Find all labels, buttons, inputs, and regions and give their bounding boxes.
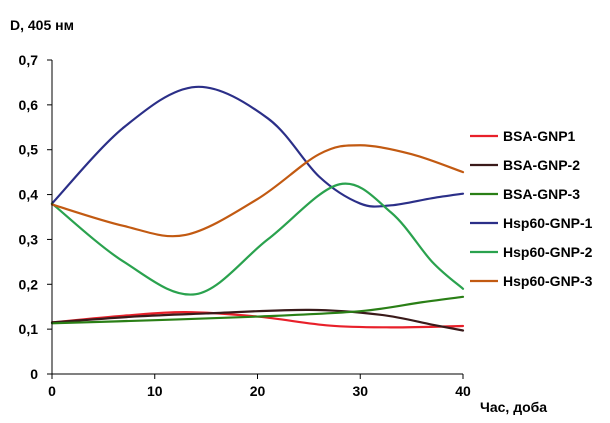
y-tick-label: 0,3: [19, 231, 39, 247]
x-axis-title: Час, доба: [480, 399, 547, 415]
y-tick-label: 0,4: [19, 187, 39, 203]
series-line-6: [50, 144, 465, 238]
x-tick-label: 0: [48, 383, 56, 399]
y-tick-label: 0,7: [19, 52, 39, 68]
y-tick-label: 0: [30, 366, 38, 382]
series-line-2: [50, 308, 465, 332]
x-tick-label: 20: [250, 383, 266, 399]
y-tick-label: 0,5: [19, 142, 39, 158]
x-tick-label: 10: [147, 383, 163, 399]
series-layer: [50, 85, 465, 332]
series-line-5: [50, 182, 465, 296]
y-axis-ticks: 0 0,1 0,2 0,3 0,4 0,5 0,6 0,7: [19, 52, 52, 382]
legend: BSA-GNP1 BSA-GNP-2 BSA-GNP-3 Hsp60-GNP-1 Hsp…: [470, 128, 593, 289]
legend-label: BSA-GNP-3: [503, 186, 580, 202]
legend-label: BSA-GNP1: [503, 128, 576, 144]
x-tick-label: 40: [455, 383, 471, 399]
y-axis-title: D, 405 нм: [10, 17, 74, 33]
y-tick-label: 0,6: [19, 97, 39, 113]
series-line-3: [50, 295, 465, 325]
y-tick-label: 0,2: [19, 276, 39, 292]
x-axis-ticks: 0 10 20 30 40: [48, 374, 471, 399]
legend-label: BSA-GNP-2: [503, 157, 580, 173]
y-tick-label: 0,1: [19, 321, 39, 337]
series-line-4: [50, 85, 465, 208]
series-line-1: [50, 310, 465, 329]
legend-label: Hsp60-GNP-3: [503, 273, 593, 289]
legend-label: Hsp60-GNP-2: [503, 244, 593, 260]
legend-label: Hsp60-GNP-1: [503, 215, 593, 231]
x-tick-label: 30: [352, 383, 368, 399]
